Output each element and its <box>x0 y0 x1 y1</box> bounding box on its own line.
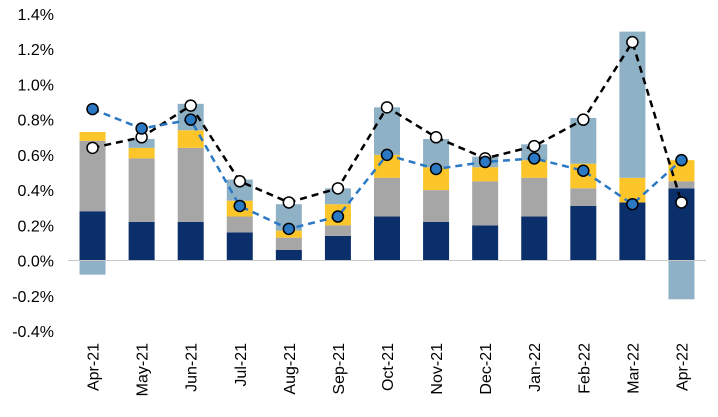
bar-segment-component-1 <box>226 232 253 261</box>
bar-segment-component-1 <box>374 216 400 261</box>
point-line-black <box>429 131 443 144</box>
bar-segment-component-4 <box>324 188 351 205</box>
bar-segment-component-2 <box>177 147 204 222</box>
negative-bars <box>79 260 695 300</box>
bar-segment-component-3 <box>128 147 155 159</box>
y-tick-label: 0.8% <box>18 113 54 130</box>
bar-segment-component-2 <box>324 225 351 236</box>
point-line-blue <box>577 164 590 177</box>
bar-segment-component-3 <box>374 154 400 178</box>
point-line-black <box>331 182 345 195</box>
x-tick-label: Jan-22 <box>527 343 544 392</box>
point-line-blue <box>380 148 394 162</box>
point-line-black <box>282 196 296 209</box>
bar-segment-component-4 <box>79 260 106 275</box>
bar-segment-component-1 <box>79 211 106 261</box>
x-tick-label: Aug-21 <box>282 343 299 395</box>
bar-segment-component-2 <box>374 177 400 217</box>
point-line-blue <box>331 210 345 223</box>
bar-segment-component-3 <box>423 167 450 191</box>
y-tick-label: 0.6% <box>18 148 54 165</box>
y-tick-label: 1.0% <box>18 77 54 94</box>
point-line-black <box>626 35 639 49</box>
x-tick-label: Nov-21 <box>429 343 446 395</box>
x-tick-label: Apr-22 <box>674 343 691 391</box>
bar-segment-component-2 <box>423 190 450 222</box>
bar-segment-component-3 <box>177 130 204 148</box>
point-line-blue <box>429 162 443 176</box>
bar-segment-component-4 <box>668 260 695 300</box>
x-tick-label: Feb-22 <box>576 343 593 394</box>
x-tick-label: Oct-21 <box>380 343 397 391</box>
bar-segment-component-3 <box>521 160 548 178</box>
bar-segment-component-3 <box>472 167 499 182</box>
point-line-blue <box>135 122 148 135</box>
y-tick-label: -0.4% <box>12 324 54 341</box>
bar-segment-component-4 <box>423 139 450 168</box>
y-tick-label: 1.2% <box>18 42 54 59</box>
y-tick-label: 0.0% <box>18 254 54 271</box>
bar-segment-component-2 <box>668 181 695 189</box>
bar-segment-component-2 <box>275 237 302 250</box>
line-markers <box>86 35 688 236</box>
bar-segment-component-2 <box>128 158 155 222</box>
x-tick-label: Dec-21 <box>478 343 495 395</box>
bar-segment-component-1 <box>177 221 204 261</box>
y-tick-label: 0.4% <box>18 183 54 200</box>
bar-segment-component-4 <box>619 31 646 178</box>
y-tick-label: 1.4% <box>18 7 54 24</box>
point-line-blue <box>527 152 541 165</box>
x-tick-label: Jul-21 <box>233 343 250 387</box>
bar-segment-component-1 <box>472 225 499 261</box>
point-line-black <box>675 196 688 209</box>
x-tick-label: Apr-21 <box>86 343 103 391</box>
point-line-black <box>577 113 590 126</box>
bar-segment-component-1 <box>619 202 646 261</box>
positive-bars <box>79 31 695 261</box>
point-line-black <box>527 139 541 153</box>
x-axis-labels: Apr-21 May-21 Jun-21 Jul-21 Aug-21 Sep-21 Oct-… <box>86 343 692 396</box>
x-tick-label: May-21 <box>135 343 152 396</box>
y-tick-label: -0.2% <box>12 289 54 306</box>
point-line-blue <box>282 222 296 236</box>
bar-segment-component-2 <box>472 181 499 226</box>
point-line-black <box>233 175 247 188</box>
x-tick-label: Mar-22 <box>625 343 642 394</box>
bar-segment-component-3 <box>79 131 106 141</box>
bar-segment-component-4 <box>374 107 400 155</box>
point-line-blue <box>478 155 492 169</box>
point-line-black <box>380 101 394 114</box>
bar-segment-component-2 <box>521 177 548 217</box>
x-tick-label: Sep-21 <box>331 343 348 395</box>
y-axis-labels: -0.4% -0.2% 0.0% 0.2% 0.4% 0.6% 0.8% 1.0% 1.2% 1.… <box>12 7 54 341</box>
bar-segment-component-1 <box>521 216 548 261</box>
bar-segment-component-2 <box>226 216 253 233</box>
bar-segment-component-1 <box>570 205 597 261</box>
point-line-blue <box>675 153 688 167</box>
y-tick-label: 0.2% <box>18 218 54 235</box>
point-line-blue <box>233 199 247 213</box>
point-line-blue <box>626 197 639 211</box>
bar-segment-component-1 <box>423 221 450 261</box>
bar-segment-component-2 <box>570 188 597 206</box>
point-line-black <box>86 141 99 155</box>
point-line-blue <box>184 113 197 126</box>
point-line-blue <box>86 102 99 116</box>
bar-segment-component-1 <box>128 221 155 261</box>
x-tick-label: Jun-21 <box>184 343 201 392</box>
bar-segment-component-1 <box>275 249 302 261</box>
point-line-black <box>184 99 197 112</box>
bar-segment-component-1 <box>324 235 351 261</box>
